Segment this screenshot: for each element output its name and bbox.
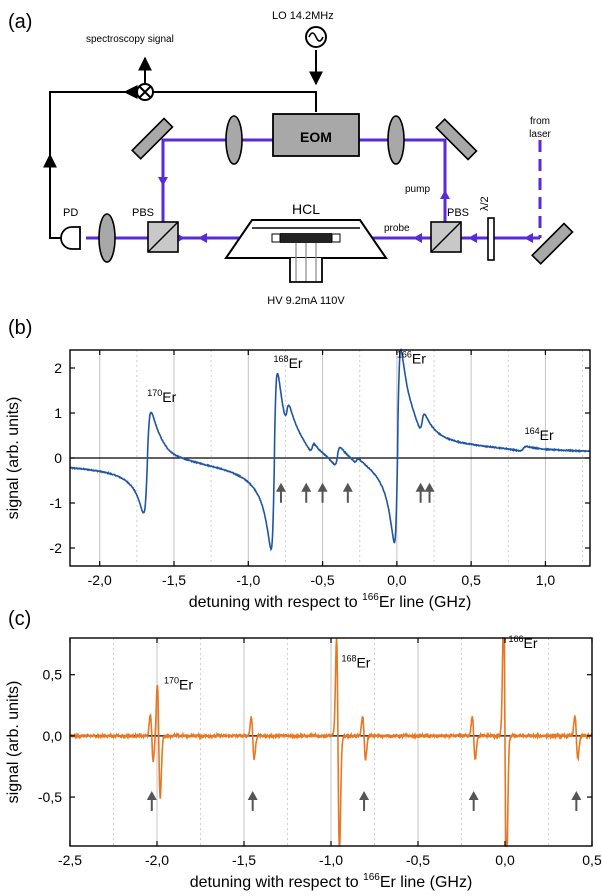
pbs-right <box>430 221 462 253</box>
pbs-left-label: PBS <box>132 207 154 219</box>
probe-label: probe <box>384 223 410 234</box>
isotope-label: 170Er <box>147 388 176 405</box>
spectrum-chart-c: -2,5 -2,0 -1,5 -1,0 -0,5 0,0 0,5 -0,5 0,0 0,5 detu… <box>5 634 602 891</box>
marker-arrow-head <box>275 482 286 492</box>
pump-label: pump <box>405 184 430 195</box>
pbs-right-label: PBS <box>447 207 469 219</box>
x-tick-label: 0,0 <box>495 852 515 868</box>
panel-label-a: (a) <box>8 11 32 33</box>
marker-arrow-head <box>301 482 312 492</box>
isotope-label: 164Er <box>525 426 554 443</box>
x-tick-label: -0,5 <box>406 852 430 868</box>
marker-arrow-head <box>247 790 258 800</box>
eom-label: EOM <box>300 129 332 145</box>
from-laser-label-1: from <box>530 116 550 127</box>
marker-arrow-head <box>571 790 582 800</box>
y-tick-label: 0,0 <box>43 728 63 744</box>
y-tick-label: 0 <box>54 450 62 466</box>
halfwave-label: λ/2 <box>479 196 491 211</box>
y-axis-label: signal (arb. units) <box>5 681 22 804</box>
hv-label: HV 9.2mA 110V <box>267 295 345 307</box>
x-tick-label: -2,0 <box>88 572 112 588</box>
panel-label-b: (b) <box>8 317 32 339</box>
x-tick-label: 0,5 <box>582 852 602 868</box>
signal-curve <box>69 637 593 847</box>
lo-oscillator-icon <box>305 26 327 48</box>
x-tick-label: 0,0 <box>387 572 407 588</box>
panel-label-c: (c) <box>8 608 31 630</box>
eom-box <box>272 113 360 157</box>
x-tick-label: -1,5 <box>232 852 256 868</box>
signal-curve <box>69 347 590 552</box>
hcl-label: HCL <box>292 201 320 217</box>
y-tick-label: -1 <box>50 495 63 511</box>
halfwave-plate <box>487 217 495 261</box>
x-tick-label: -0,5 <box>311 572 335 588</box>
isotope-label: 166Er <box>397 350 426 367</box>
x-tick-label: 1,0 <box>536 572 556 588</box>
isotope-label: 168Er <box>274 354 303 371</box>
marker-arrow-head <box>317 482 328 492</box>
from-laser-label-2: laser <box>529 129 551 140</box>
x-tick-label: -2,0 <box>145 852 169 868</box>
setup-diagram: (a) LO 14.2MHz spectroscopy signal <box>8 10 574 307</box>
marker-arrow-head <box>424 482 435 492</box>
marker-arrow-head <box>415 482 426 492</box>
x-tick-label: -1,0 <box>236 572 260 588</box>
x-tick-label: -1,0 <box>319 852 343 868</box>
marker-arrow-head <box>359 790 370 800</box>
y-tick-label: -0,5 <box>38 789 62 805</box>
x-axis-label: detuning with respect to 166Er line (GHz… <box>190 872 473 891</box>
y-tick-label: 0,5 <box>43 667 63 683</box>
isotope-label: 170Er <box>164 675 193 692</box>
lens-icon <box>225 115 243 165</box>
isotope-label: 168Er <box>341 653 370 670</box>
spectroscopy-label: spectroscopy signal <box>86 34 174 45</box>
spectrum-chart-b: -2,0 -1,5 -1,0 -0,5 0,0 0,5 1,0 -2 -1 0 1 2 detuning… <box>5 347 591 611</box>
x-tick-label: -2,5 <box>58 852 82 868</box>
photodiode-icon <box>60 226 81 250</box>
pd-label: PD <box>63 207 78 219</box>
lo-label: LO 14.2MHz <box>272 10 334 22</box>
x-axis-label: detuning with respect to 166Er line (GHz… <box>189 592 472 611</box>
pbs-left <box>147 221 179 253</box>
marker-arrow-head <box>468 790 479 800</box>
y-tick-label: 1 <box>54 405 62 421</box>
marker-arrow-head <box>146 790 157 800</box>
marker-arrow-head <box>342 482 353 492</box>
y-tick-label: -2 <box>50 540 63 556</box>
y-axis-label: signal (arb. units) <box>5 397 22 520</box>
isotope-label: 166Er <box>508 634 537 651</box>
hcl-lamp <box>224 219 388 283</box>
x-tick-label: -1,5 <box>162 572 186 588</box>
y-tick-label: 2 <box>54 360 62 376</box>
x-tick-label: 0,5 <box>461 572 481 588</box>
mixer-symbol <box>136 83 154 101</box>
